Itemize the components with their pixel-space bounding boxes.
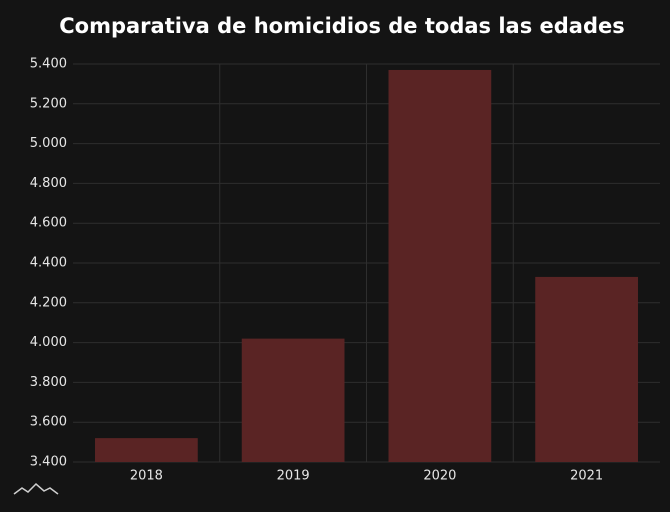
y-tick-label: 4.000	[30, 335, 67, 350]
y-tick-label: 4.600	[30, 216, 67, 231]
bar	[95, 438, 198, 462]
x-tick-label: 2018	[130, 469, 163, 484]
chart-title: Comparativa de homicidios de todas las e…	[59, 14, 624, 38]
y-tick-label: 3.800	[30, 375, 67, 390]
bar	[388, 69, 492, 462]
logo	[13, 482, 59, 495]
bar	[535, 276, 638, 462]
y-tick-label: 4.400	[30, 256, 67, 271]
y-tick-label: 3.400	[30, 455, 67, 470]
y-tick-label: 4.800	[30, 176, 67, 191]
grid	[73, 63, 660, 463]
y-tick-label: 5.200	[30, 96, 67, 111]
x-tick-label: 2021	[570, 469, 603, 484]
x-tick-label: 2019	[277, 469, 310, 484]
y-tick-label: 3.600	[30, 415, 67, 430]
y-tick-label: 5.000	[30, 136, 67, 151]
y-tick-label: 5.400	[30, 57, 67, 72]
bar	[241, 338, 345, 462]
x-tick-label: 2020	[423, 469, 456, 484]
y-tick-label: 4.200	[30, 295, 67, 310]
